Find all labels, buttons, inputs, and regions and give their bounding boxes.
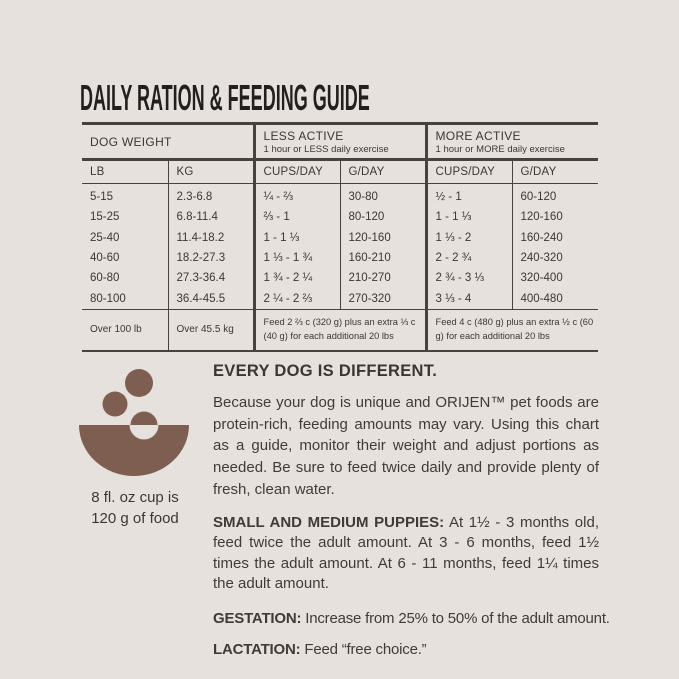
- table-cell: 210-270: [339, 268, 427, 289]
- column-header-row: LB KG CUPS/DAY G/DAY CUPS/DAY G/DAY: [82, 159, 599, 184]
- table-cell: 40-60: [90, 252, 120, 265]
- table-cell: 60-120: [511, 183, 599, 208]
- info-column: EVERY DOG IS DIFFERENT. Because your dog…: [213, 362, 610, 671]
- footer-over-kg: Over 45.5 kg: [167, 308, 255, 351]
- puppies-text: At 1½ - 3 months old, feed twice the adu…: [213, 514, 599, 592]
- table-cell: 160-240: [511, 227, 599, 248]
- lactation-label: LACTATION:: [213, 640, 301, 658]
- page-title: DAILY RATION & FEEDING GUIDE: [80, 77, 370, 118]
- lactation-text: Feed “free choice.”: [304, 640, 427, 658]
- group-header-less-active: LESS ACTIVE 1 hour or LESS daily exercis…: [252, 123, 427, 161]
- bowl-caption: 8 fl. oz cup is 120 g of food: [70, 487, 200, 529]
- group-label: DOG WEIGHT: [90, 134, 172, 149]
- group-header-row: DOG WEIGHT LESS ACTIVE 1 hour or LESS da…: [82, 123, 599, 161]
- table-cell: 36.4-45.5: [167, 288, 255, 310]
- gestation-text: Increase from 25% to 50% of the adult am…: [305, 609, 610, 627]
- food-bowl-icon: [79, 369, 189, 476]
- table-cell: 1 ⅓ - 1 ¾: [252, 247, 341, 269]
- footer-over-lb: Over 100 lb: [82, 308, 168, 351]
- footer-note-less-active: Feed 2 ⅔ c (320 g) plus an extra ⅓ c (40…: [252, 308, 427, 351]
- table-cell: 60-80: [90, 272, 120, 285]
- table-cell: 160-210: [339, 247, 427, 269]
- gestation-paragraph: GESTATION: Increase from 25% to 50% of t…: [213, 609, 610, 629]
- table-cell: 270-320: [339, 288, 427, 310]
- table-cell: 30-80: [339, 183, 427, 208]
- info-paragraph: Because your dog is unique and ORIJEN™ p…: [213, 394, 599, 498]
- table-cell: 400-480: [511, 288, 599, 310]
- table-cell: 1 - 1 ⅓: [424, 207, 513, 228]
- table-cell: 18.2-27.3: [167, 247, 255, 269]
- gestation-label: GESTATION:: [213, 609, 302, 627]
- column-header-cups-less: CUPS/DAY: [252, 159, 341, 184]
- table-cell: 80-100: [90, 292, 126, 305]
- table-cell: 240-320: [511, 247, 599, 269]
- bowl-caption-line2: 120 g of food: [91, 510, 179, 527]
- table-row: 60-80 27.3-36.4 1 ¾ - 2 ¼ 210-270 2 ¾ - …: [82, 268, 599, 289]
- column-header-g-more: G/DAY: [511, 159, 599, 184]
- table-cell: 27.3-36.4: [167, 268, 255, 289]
- table-row: 15-25 6.8-11.4 ⅔ - 1 80-120 1 - 1 ⅓ 120-…: [82, 207, 599, 228]
- group-subtitle: 1 hour or LESS daily exercise: [263, 143, 389, 155]
- table-cell: 2 - 2 ¾: [424, 247, 513, 269]
- table-cell: ¼ - ⅔: [252, 183, 341, 208]
- column-header-lb: LB: [82, 159, 168, 184]
- table-cell: 5-15: [90, 191, 114, 204]
- table-cell: ⅔ - 1: [252, 207, 341, 228]
- group-label: LESS ACTIVE: [263, 128, 344, 143]
- table-row: 40-60 18.2-27.3 1 ⅓ - 1 ¾ 160-210 2 - 2 …: [82, 247, 599, 269]
- column-header-kg: KG: [167, 159, 255, 184]
- bowl-caption-line1: 8 fl. oz cup is: [91, 489, 179, 506]
- table-cell: 1 ¾ - 2 ¼: [252, 268, 341, 289]
- group-header-dog-weight: DOG WEIGHT: [82, 123, 255, 161]
- table-cell: 1 ⅓ - 2: [424, 227, 513, 248]
- table-cell: 1 - 1 ⅓: [252, 227, 341, 248]
- table-cell: 11.4-18.2: [167, 227, 255, 248]
- group-subtitle: 1 hour or MORE daily exercise: [435, 143, 565, 155]
- table-row: 5-15 2.3-6.8 ¼ - ⅔ 30-80 ½ - 1 60-120: [82, 183, 599, 208]
- feeding-table: DOG WEIGHT LESS ACTIVE 1 hour or LESS da…: [82, 122, 599, 352]
- table-cell: 2 ¼ - 2 ⅔: [252, 288, 341, 310]
- table-footer-row: Over 100 lb Over 45.5 kg Feed 2 ⅔ c (320…: [82, 308, 599, 351]
- group-label: MORE ACTIVE: [435, 128, 521, 143]
- table-row: 80-100 36.4-45.5 2 ¼ - 2 ⅔ 270-320 3 ⅓ -…: [82, 288, 599, 310]
- table-cell: 120-160: [511, 207, 599, 228]
- info-heading: EVERY DOG IS DIFFERENT.: [213, 362, 438, 380]
- puppies-label: SMALL AND MEDIUM PUPPIES:: [213, 514, 445, 532]
- puppies-paragraph: SMALL AND MEDIUM PUPPIES: At 1½ - 3 mont…: [213, 513, 599, 594]
- table-cell: 6.8-11.4: [167, 207, 255, 228]
- column-header-cups-more: CUPS/DAY: [424, 159, 513, 184]
- column-header-g-less: G/DAY: [339, 159, 427, 184]
- table-cell: 15-25: [90, 211, 120, 224]
- table-cell: 25-40: [90, 231, 120, 244]
- table-cell: 2.3-6.8: [167, 183, 255, 208]
- footer-note-more-active: Feed 4 c (480 g) plus an extra ½ c (60 g…: [424, 308, 599, 351]
- table-cell: 320-400: [511, 268, 599, 289]
- table-cell: 3 ⅓ - 4: [424, 288, 513, 310]
- lactation-paragraph: LACTATION: Feed “free choice.”: [213, 640, 599, 660]
- table-row: 25-40 11.4-18.2 1 - 1 ⅓ 120-160 1 ⅓ - 2 …: [82, 227, 599, 248]
- table-cell: 80-120: [339, 207, 427, 228]
- table-cell: ½ - 1: [424, 183, 513, 208]
- table-cell: 120-160: [339, 227, 427, 248]
- group-header-more-active: MORE ACTIVE 1 hour or MORE daily exercis…: [424, 123, 599, 161]
- table-cell: 2 ¾ - 3 ⅓: [424, 268, 513, 289]
